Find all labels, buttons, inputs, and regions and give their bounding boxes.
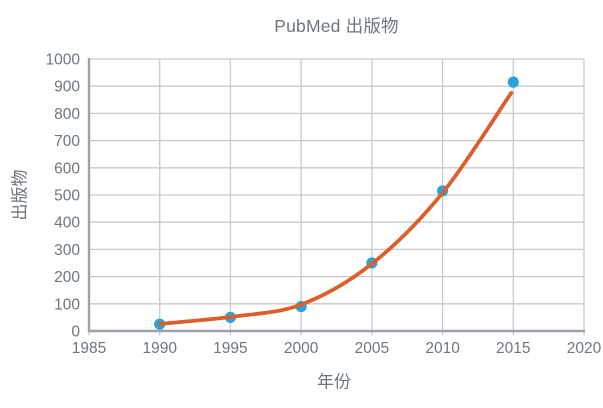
y-tick-label: 900 [54,79,80,96]
y-axis-title: 出版物 [10,169,30,221]
y-tick-label: 200 [54,269,80,286]
y-tick-label: 700 [54,133,80,150]
y-tick-label: 1000 [46,52,81,69]
x-tick-label: 1995 [213,340,247,357]
y-tick-label: 600 [54,160,80,177]
x-axis-title: 年份 [317,372,351,392]
x-tick-label: 2005 [355,340,389,357]
data-point [507,76,519,88]
y-tick-label: 300 [54,242,80,259]
x-tick-label: 1985 [72,340,106,357]
y-tick-label: 500 [54,188,80,205]
y-tick-label: 800 [54,106,80,123]
y-tick-label: 400 [54,215,80,232]
x-tick-label: 1990 [142,340,177,357]
x-tick-label: 2015 [496,340,530,357]
x-tick-label: 2020 [567,340,602,357]
x-tick-label: 2000 [284,340,319,357]
x-tick-label: 2010 [425,340,460,357]
trend-line [157,91,514,326]
chart-title: PubMed 出版物 [274,16,399,36]
y-tick-label: 0 [71,324,80,341]
y-tick-label: 100 [54,296,80,313]
